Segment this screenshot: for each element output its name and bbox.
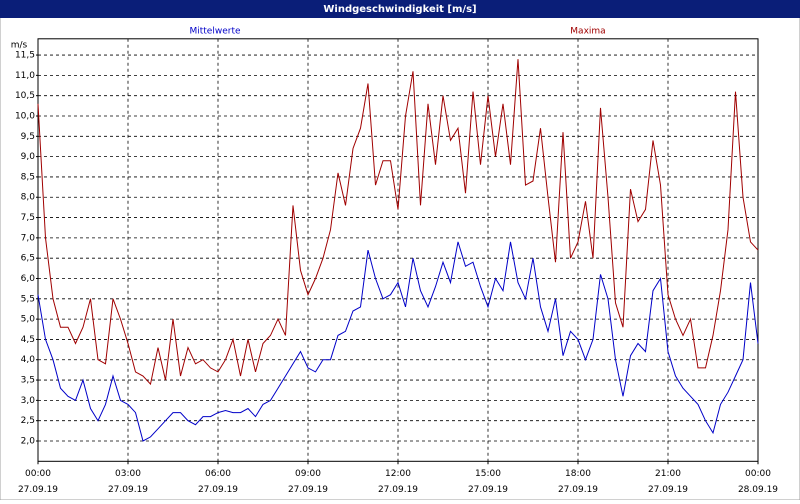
y-tick-label: 11,5 [15,51,35,61]
x-tick-date: 28.09.19 [738,485,778,495]
series-line [37,59,759,386]
x-tick-label: 06:00 [205,469,231,479]
x-tick-label: 03:00 [115,469,141,479]
y-tick-label: 5,5 [21,294,35,304]
y-tick-label: 11,0 [15,71,35,81]
x-tick-date: 27.09.19 [648,485,688,495]
x-tick-label: 00:00 [745,469,771,479]
x-tick-label: 09:00 [295,469,321,479]
y-tick-label: 8,0 [21,193,36,203]
x-tick-label: 15:00 [475,469,501,479]
y-tick-label: 9,0 [21,152,36,162]
y-tick-label: 10,0 [15,111,35,121]
x-tick-date: 27.09.19 [108,485,148,495]
y-tick-label: 9,5 [21,132,35,142]
x-tick-date: 27.09.19 [558,485,598,495]
y-tick-label: 2,5 [21,416,35,426]
x-tick-date: 27.09.19 [378,485,418,495]
x-tick-date: 27.09.19 [288,485,328,495]
y-tick-label: 6,0 [21,274,36,284]
x-tick-date: 27.09.19 [18,485,58,495]
legend-label: Maxima [570,27,605,37]
y-tick-label: 2,0 [21,436,36,446]
y-tick-label: 4,0 [21,355,36,365]
series-line [37,241,759,442]
y-tick-label: 3,5 [21,376,35,386]
title-bar [0,0,800,18]
x-tick-label: 12:00 [385,469,411,479]
x-tick-date: 27.09.19 [198,485,238,495]
y-tick-label: 8,5 [21,172,35,182]
x-tick-label: 21:00 [655,469,681,479]
y-unit: m/s [11,41,28,51]
y-tick-label: 5,0 [21,315,36,325]
chart-title: Windgeschwindigkeit [m/s] [323,4,476,15]
y-tick-label: 7,5 [21,213,35,223]
x-tick-date: 27.09.19 [468,485,508,495]
y-tick-label: 6,5 [21,254,35,264]
y-tick-label: 10,5 [15,91,35,101]
y-tick-label: 3,0 [21,396,36,406]
y-tick-label: 7,0 [21,233,36,243]
x-tick-label: 18:00 [565,469,591,479]
x-tick-label: 00:00 [25,469,51,479]
y-tick-label: 4,5 [21,335,35,345]
legend-label: Mittelwerte [189,27,240,37]
